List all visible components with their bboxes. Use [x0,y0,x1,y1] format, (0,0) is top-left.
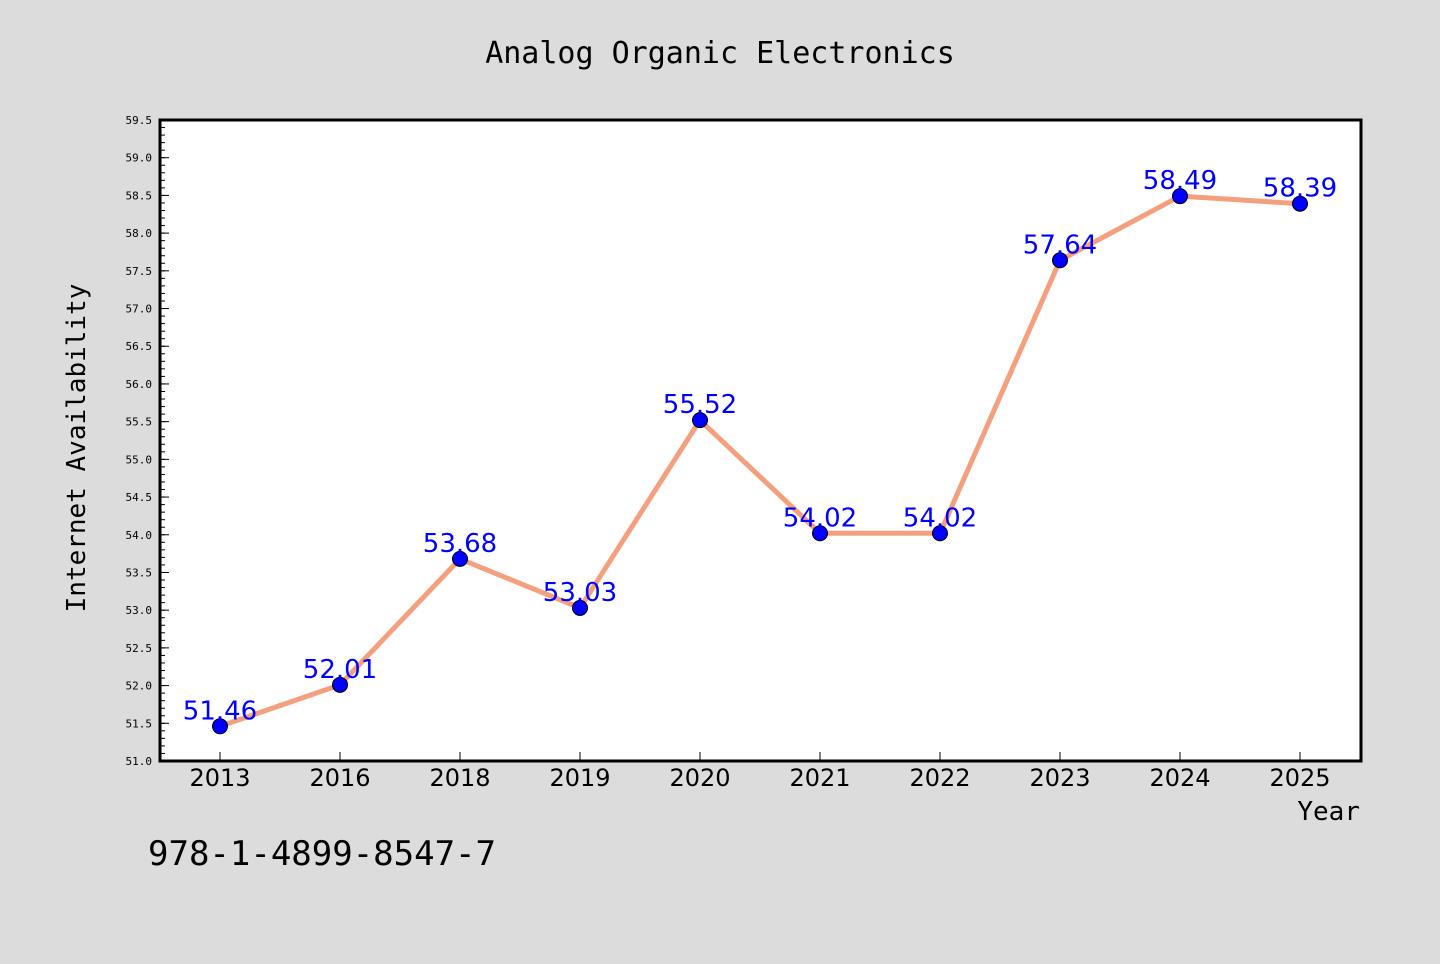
y-tick-label: 58.5 [126,189,153,202]
y-tick-label: 58.0 [126,227,153,240]
data-label: 51.46 [183,696,257,726]
x-tick-label: 2021 [789,764,850,792]
data-label: 52.01 [303,655,377,685]
data-point [572,599,588,616]
y-tick-label: 53.5 [126,566,153,579]
plot-area [158,118,1363,763]
y-tick-label: 54.0 [126,529,153,542]
series-line [219,193,1301,729]
data-label: 55.52 [663,390,737,420]
y-axis: 51.0 51.5 52.0 52.5 53.0 53.5 54.0 54.5 55.0 55.5… [126,114,169,768]
data-point [212,718,228,735]
y-tick-label: 56.5 [126,340,153,353]
x-axis: 2013 2016 2018 2019 2020 2021 2022 2023 2024 2025 [189,752,1331,792]
x-tick-label: 2023 [1029,764,1090,792]
x-axis-title: Year [1297,797,1360,827]
chart-title: Analog Organic Electronics [485,36,955,71]
data-point [452,550,468,567]
data-point [332,676,348,693]
y-tick-label: 59.0 [126,152,153,165]
y-tick-label: 56.0 [126,378,153,391]
series-markers [212,188,1308,735]
x-tick-label: 2018 [429,764,490,792]
data-point [1172,188,1188,205]
y-tick-label: 52.0 [126,680,153,693]
y-tick-label: 59.5 [126,114,153,127]
y-tick-label: 54.5 [126,491,153,504]
data-point [812,525,828,542]
y-tick-label: 55.0 [126,453,153,466]
isbn-text: 978-1-4899-8547-7 [148,834,496,874]
x-tick-label: 2025 [1269,764,1330,792]
x-tick-label: 2024 [1149,764,1210,792]
data-point [692,412,708,429]
x-tick-label: 2016 [309,764,370,792]
data-label: 58.39 [1263,174,1337,204]
data-label: 54.02 [783,503,857,533]
y-axis-title: Internet Availability [62,284,92,613]
y-tick-label: 51.0 [126,755,153,768]
y-tick-label: 52.5 [126,642,153,655]
data-labels: 51.46 52.01 53.68 53.03 55.52 54.02 54.02 57.64… [183,166,1337,726]
x-tick-label: 2020 [669,764,730,792]
y-tick-label: 57.0 [126,303,153,316]
data-label: 58.49 [1143,166,1217,196]
y-tick-label: 53.0 [126,604,153,617]
data-label: 53.68 [423,529,497,559]
y-tick-label: 51.5 [126,717,153,730]
data-label: 54.02 [903,503,977,533]
data-label: 57.64 [1023,230,1097,260]
x-tick-label: 2013 [189,764,250,792]
x-tick-label: 2019 [549,764,610,792]
data-point [1052,252,1068,269]
data-point [932,525,948,542]
x-tick-label: 2022 [909,764,970,792]
data-point [1292,195,1308,212]
y-tick-label: 55.5 [126,416,153,429]
y-tick-label: 57.5 [126,265,153,278]
data-label: 53.03 [543,578,617,608]
